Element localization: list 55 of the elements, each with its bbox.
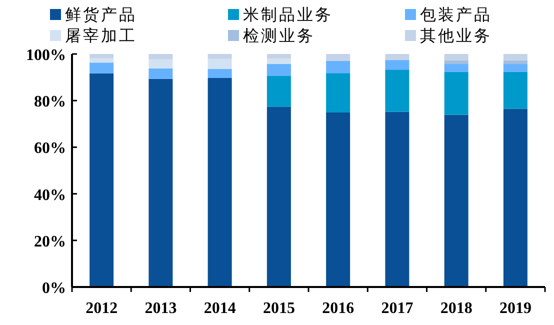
bar [444,54,468,61]
x-tick-label: 2015 [262,300,295,317]
y-tick-label: 80% [34,94,66,111]
y-tick-label: 40% [34,186,66,204]
bar [326,112,350,287]
bar [444,60,468,64]
bar [385,70,410,112]
bar [266,54,291,58]
y-tick-label: 20% [34,233,66,250]
bar [266,58,291,64]
bar [503,64,528,72]
bar [90,54,114,58]
bar [503,108,528,287]
bar [326,60,350,74]
bar [148,59,173,68]
bar [503,60,528,64]
bar [148,54,173,60]
bar [444,64,468,72]
x-tick-label: 2014 [204,300,236,317]
bar [90,62,114,74]
x-tick-label: 2017 [381,300,414,317]
bar [385,54,410,60]
bar [385,112,410,287]
legend-label: 米制品业务 [243,6,333,24]
bar [326,73,350,112]
x-tick-label: 2012 [86,300,118,317]
bar [266,76,291,107]
bar [326,54,350,61]
bar [503,54,528,60]
x-tick-label: 2013 [144,300,177,317]
x-tick-label: 2018 [440,300,472,317]
bar [148,78,173,287]
bar [444,72,468,115]
x-tick-label: 2019 [499,300,532,317]
bar [444,114,468,287]
bar [208,68,232,78]
legend-label: 检测业务 [243,27,315,45]
bar [208,54,232,59]
bar [266,64,291,76]
y-tick-label: 60% [34,140,66,158]
bar [385,60,410,70]
legend-label: 屠宰加工 [65,27,137,45]
y-tick-label: 0% [42,280,66,297]
bar [208,78,232,287]
y-tick-label: 100% [26,47,66,64]
x-tick-label: 2016 [322,300,354,317]
bar [266,106,291,287]
legend-label: 其他业务 [420,27,492,45]
bar [90,58,114,63]
bar [208,58,232,69]
bar [90,73,114,287]
legend-label: 鲜货产品 [65,6,137,24]
bar [503,72,528,109]
bar [148,68,173,79]
legend-label: 包装产品 [420,6,492,24]
